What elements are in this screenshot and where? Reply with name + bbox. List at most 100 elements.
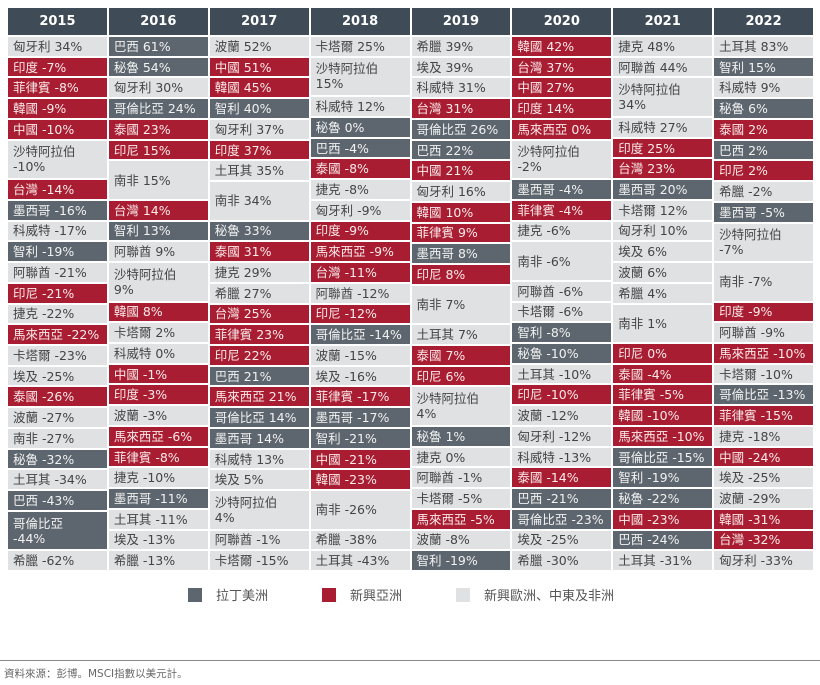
country-return-cell: 匈牙利 -9% bbox=[310, 200, 410, 222]
country-return-cell: 匈牙利 16% bbox=[411, 182, 511, 203]
country-return-cell: 卡塔爾 -23% bbox=[8, 346, 107, 367]
country-return-cell: 印度 -9% bbox=[714, 302, 813, 324]
country-return-cell: 土耳其 35% bbox=[209, 161, 309, 183]
country-return-cell: 土耳其 -11% bbox=[108, 509, 208, 531]
country-return-cell: 巴西 -43% bbox=[8, 491, 107, 512]
country-return-cell: 阿聯酋 -6% bbox=[512, 281, 612, 303]
legend-item-latin-america: 拉丁美洲 bbox=[188, 585, 268, 604]
country-return-cell: 南非 -27% bbox=[8, 428, 107, 450]
year-column-2017: 2017 波蘭 52% 中國 51% 韓國 45% 智利 40% 匈牙利 37% 印度 37… bbox=[209, 8, 309, 573]
country-return-cell: 波蘭 -8% bbox=[411, 530, 511, 552]
country-return-cell: 中國 -23% bbox=[613, 509, 713, 531]
country-return-cell: 南非 -7% bbox=[714, 263, 813, 303]
country-return-cell: 韓國 -9% bbox=[8, 99, 107, 120]
country-return-cell: 卡塔爾 -15% bbox=[209, 551, 309, 573]
country-return-cell: 智利 -8% bbox=[512, 323, 612, 345]
country-return-cell: 墨西哥 -16% bbox=[8, 200, 107, 222]
country-return-cell: 南非 1% bbox=[613, 304, 713, 345]
country-return-cell: 韓國 10% bbox=[411, 202, 511, 224]
country-return-cell: 匈牙利 30% bbox=[108, 78, 208, 100]
legend-swatch bbox=[188, 587, 202, 602]
year-column-2016: 2016 巴西 61% 秘魯 54% 匈牙利 30% 哥倫比亞 24% 泰國 23% 印尼 … bbox=[108, 8, 208, 573]
country-return-cell: 韓國 8% bbox=[108, 302, 208, 324]
country-return-cell: 卡塔爾 -5% bbox=[411, 489, 511, 510]
country-return-cell: 泰國 -26% bbox=[8, 387, 107, 409]
country-return-cell: 埃及 -25% bbox=[714, 468, 813, 490]
country-return-cell: 印度 -7% bbox=[8, 57, 107, 79]
country-return-cell: 土耳其 -31% bbox=[613, 551, 713, 573]
country-return-cell: 科威特 -17% bbox=[8, 221, 107, 243]
year-header: 2017 bbox=[209, 8, 309, 37]
country-return-cell: 卡塔爾 12% bbox=[613, 200, 713, 222]
country-return-cell: 南非 -26% bbox=[310, 491, 410, 531]
country-return-cell: 馬來西亞 21% bbox=[209, 387, 309, 409]
country-return-cell: 台灣 -11% bbox=[310, 263, 410, 284]
country-return-cell: 阿聯酋 -1% bbox=[209, 530, 309, 552]
country-return-cell: 韓國 -31% bbox=[714, 509, 813, 531]
country-return-cell: 中國 21% bbox=[411, 161, 511, 183]
column-cells: 波蘭 52% 中國 51% 韓國 45% 智利 40% 匈牙利 37% 印度 37% 土耳其… bbox=[209, 37, 309, 573]
country-return-cell: 中國 27% bbox=[512, 78, 612, 100]
country-return-cell: 中國 -1% bbox=[108, 364, 208, 386]
country-return-cell: 阿聯酋 44% bbox=[613, 57, 713, 79]
country-return-cell: 匈牙利 -33% bbox=[714, 551, 813, 573]
country-return-cell: 卡塔爾 -6% bbox=[512, 302, 612, 324]
legend-swatch bbox=[456, 587, 471, 602]
year-header: 2022 bbox=[714, 8, 813, 37]
country-return-cell: 科威特 9% bbox=[714, 78, 813, 100]
country-return-cell: 捷克 48% bbox=[613, 37, 713, 58]
country-return-cell: 馬來西亞 0% bbox=[512, 119, 612, 141]
country-return-cell: 台灣 -32% bbox=[714, 530, 813, 552]
country-return-cell: 巴西 -4% bbox=[310, 138, 410, 160]
country-return-cell: 土耳其 7% bbox=[411, 325, 511, 347]
country-return-cell: 希臘 -13% bbox=[108, 551, 208, 573]
year-header: 2021 bbox=[613, 8, 713, 37]
country-return-cell: 中國 -10% bbox=[8, 119, 107, 141]
country-return-cell: 沙特阿拉伯 15% bbox=[310, 57, 410, 98]
country-return-cell: 巴西 2% bbox=[714, 140, 813, 162]
country-return-cell: 秘魯 0% bbox=[310, 117, 410, 139]
column-cells: 土耳其 83% 智利 15% 科威特 9% 秘魯 6% 泰國 2% 巴西 2% 印尼 2% 希… bbox=[714, 37, 813, 573]
country-return-cell: 希臘 39% bbox=[411, 37, 511, 58]
country-return-cell: 捷克 -10% bbox=[108, 468, 208, 490]
country-return-cell: 印尼 6% bbox=[411, 366, 511, 388]
country-return-cell: 希臘 -30% bbox=[512, 551, 612, 573]
country-return-cell: 哥倫比亞 -15% bbox=[613, 447, 713, 469]
country-return-cell: 巴西 -21% bbox=[512, 489, 612, 510]
country-return-cell: 智利 40% bbox=[209, 99, 309, 120]
country-return-cell: 韓國 -10% bbox=[613, 406, 713, 427]
country-return-cell: 馬來西亞 -22% bbox=[8, 325, 107, 347]
country-return-cell: 中國 -21% bbox=[310, 449, 410, 471]
legend-item-emerging-asia: 新興亞洲 bbox=[322, 585, 402, 604]
year-header: 2019 bbox=[411, 8, 511, 37]
country-return-cell: 墨西哥 20% bbox=[613, 180, 713, 201]
country-return-cell: 波蘭 52% bbox=[209, 37, 309, 58]
country-return-cell: 哥倫比亞 -13% bbox=[714, 385, 813, 407]
country-return-cell: 希臘 -62% bbox=[8, 551, 107, 573]
country-return-cell: 墨西哥 14% bbox=[209, 428, 309, 450]
country-return-cell: 科威特 31% bbox=[411, 78, 511, 100]
year-column-2018: 2018 卡塔爾 25% 沙特阿拉伯 15% 科威特 12% 秘魯 0% 巴西 -4% 泰國… bbox=[310, 8, 410, 573]
country-return-cell: 墨西哥 -17% bbox=[310, 408, 410, 429]
country-return-cell: 台灣 14% bbox=[108, 200, 208, 222]
country-return-cell: 埃及 -25% bbox=[8, 366, 107, 388]
legend: 拉丁美洲 新興亞洲 新興歐洲、中東及非洲 bbox=[188, 585, 668, 604]
country-return-cell: 波蘭 -12% bbox=[512, 406, 612, 427]
country-return-cell: 阿聯酋 9% bbox=[108, 242, 208, 264]
country-return-cell: 泰國 7% bbox=[411, 346, 511, 367]
country-return-cell: 中國 -24% bbox=[714, 447, 813, 469]
country-return-cell: 墨西哥 8% bbox=[411, 244, 511, 266]
country-return-cell: 泰國 -8% bbox=[310, 159, 410, 181]
country-return-cell: 匈牙利 -12% bbox=[512, 426, 612, 448]
year-header: 2018 bbox=[310, 8, 410, 37]
country-return-cell: 菲律賓 -17% bbox=[310, 387, 410, 409]
country-return-cell: 智利 15% bbox=[714, 57, 813, 79]
country-return-cell: 卡塔爾 2% bbox=[108, 323, 208, 345]
year-header: 2016 bbox=[108, 8, 208, 37]
country-return-cell: 捷克 29% bbox=[209, 263, 309, 284]
country-return-cell: 南非 7% bbox=[411, 285, 511, 326]
country-return-cell: 科威特 0% bbox=[108, 344, 208, 365]
year-column-2021: 2021 捷克 48% 阿聯酋 44% 沙特阿拉伯 34% 科威特 27% 印度 25% 台… bbox=[613, 8, 713, 573]
country-return-cell: 印尼 -12% bbox=[310, 304, 410, 326]
country-return-cell: 馬來西亞 -6% bbox=[108, 426, 208, 448]
